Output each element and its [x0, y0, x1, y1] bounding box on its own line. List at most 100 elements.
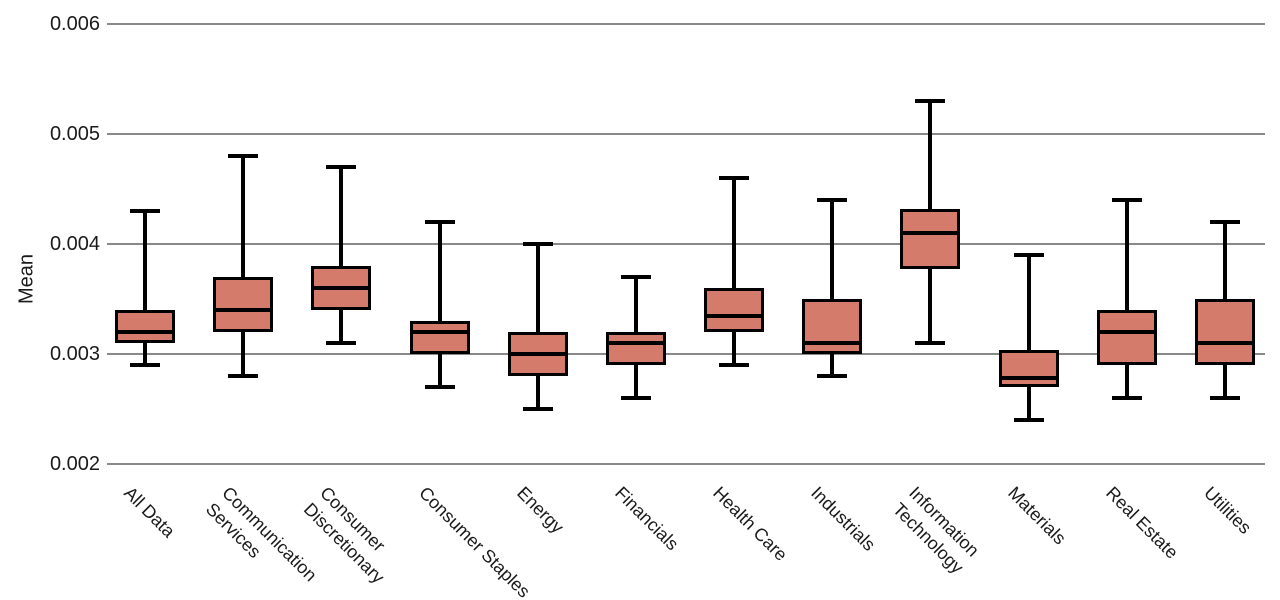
whisker-lower-cap [228, 374, 259, 378]
box-body [1195, 299, 1255, 365]
whisker-lower-cap [1111, 396, 1142, 400]
whisker-upper-stem [143, 211, 147, 310]
whisker-lower-stem [241, 332, 246, 376]
whisker-lower-stem [928, 269, 933, 343]
whisker-lower-stem [732, 332, 737, 365]
whisker-lower-cap [1013, 418, 1044, 422]
box-median-line [998, 376, 1059, 381]
box-median-line [704, 313, 765, 318]
whisker-upper-stem [830, 200, 835, 299]
box-median-line [115, 330, 175, 334]
box-body [213, 277, 274, 332]
x-tick-label: Utilities [1199, 482, 1256, 539]
whisker-lower-stem [437, 354, 442, 387]
category-label-line: Energy [512, 482, 568, 538]
x-tick-label: All Data [119, 482, 180, 543]
category-label-line: Materials [1003, 482, 1070, 549]
whisker-lower-stem [1223, 365, 1227, 398]
box-body [704, 288, 765, 332]
x-tick-label: Information Technology [888, 482, 985, 579]
box-median-line [605, 341, 666, 345]
whisker-lower-cap [522, 407, 553, 411]
whisker-upper-stem [241, 156, 246, 277]
y-tick-label: 0.006 [49, 13, 100, 35]
whisker-upper-stem [437, 222, 442, 321]
category-label-line: All Data [120, 482, 179, 542]
y-tick-label: 0.004 [49, 233, 100, 255]
whisker-lower-stem [339, 310, 344, 343]
box-body [409, 321, 470, 354]
whisker-upper-stem [1223, 222, 1227, 299]
y-tick-label: 0.002 [49, 453, 100, 475]
whisker-lower-cap [817, 374, 848, 378]
box-median-line [1195, 341, 1255, 345]
whisker-lower-stem [1026, 387, 1031, 420]
whisker-lower-stem [535, 376, 540, 409]
whisker-upper-cap [424, 220, 455, 224]
whisker-lower-cap [130, 363, 160, 367]
x-tick-label: Financials [610, 482, 684, 556]
whisker-upper-cap [620, 275, 651, 279]
box-median-line [900, 231, 961, 235]
whisker-lower-stem [830, 354, 835, 376]
x-tick-label: Materials [1002, 482, 1070, 550]
box-median-line [311, 286, 372, 290]
whisker-upper-stem [1026, 255, 1031, 350]
y-gridline [107, 463, 1265, 465]
x-tick-label: Energy [511, 482, 568, 539]
box-median-line [507, 352, 568, 356]
whisker-upper-cap [1210, 220, 1240, 224]
whisker-upper-stem [732, 178, 737, 288]
y-tick-label: 0.003 [49, 343, 100, 365]
box-body [1096, 310, 1157, 365]
category-label-line: Financials [611, 482, 683, 555]
box-body [115, 310, 175, 343]
y-gridline [107, 353, 1265, 355]
category-label-line: Health Care [709, 482, 792, 565]
whisker-lower-stem [143, 343, 147, 365]
whisker-upper-cap [130, 209, 160, 213]
y-gridline [107, 243, 1265, 245]
box-median-line [409, 330, 470, 334]
whisker-lower-cap [719, 363, 750, 367]
whisker-upper-cap [1111, 198, 1142, 202]
x-tick-label: Communication Services [201, 482, 322, 600]
whisker-lower-stem [1124, 365, 1129, 398]
box-body [802, 299, 863, 354]
whisker-upper-cap [915, 99, 946, 103]
box-body [998, 349, 1059, 387]
x-tick-label: Health Care [708, 482, 792, 566]
whisker-lower-stem [633, 365, 638, 398]
whisker-upper-cap [326, 165, 357, 169]
y-gridline [107, 133, 1265, 135]
x-tick-label: Real Estate [1101, 482, 1183, 564]
whisker-upper-cap [228, 154, 259, 158]
whisker-upper-cap [522, 242, 553, 246]
whisker-upper-stem [339, 167, 344, 266]
whisker-upper-stem [928, 101, 933, 209]
whisker-lower-cap [326, 341, 357, 345]
whisker-upper-cap [1013, 253, 1044, 257]
box-median-line [802, 341, 863, 345]
box-body [605, 332, 666, 365]
whisker-upper-stem [535, 244, 540, 332]
whisker-lower-cap [1210, 396, 1240, 400]
x-tick-label: Industrials [806, 482, 880, 556]
y-tick-label: 0.005 [49, 123, 100, 145]
y-gridline [107, 23, 1265, 25]
category-label-line: Industrials [807, 482, 880, 555]
category-label-line: Real Estate [1101, 482, 1182, 563]
whisker-lower-cap [915, 341, 946, 345]
whisker-upper-stem [633, 277, 638, 332]
whisker-lower-cap [424, 385, 455, 389]
box-median-line [213, 308, 274, 312]
whisker-upper-stem [1124, 200, 1129, 310]
box-body [900, 208, 961, 270]
box-median-line [1096, 330, 1157, 334]
whisker-lower-cap [620, 396, 651, 400]
whisker-upper-cap [817, 198, 848, 202]
category-label-line: Utilities [1200, 482, 1256, 538]
whisker-upper-cap [719, 176, 750, 180]
y-axis-title: Mean [15, 253, 38, 305]
